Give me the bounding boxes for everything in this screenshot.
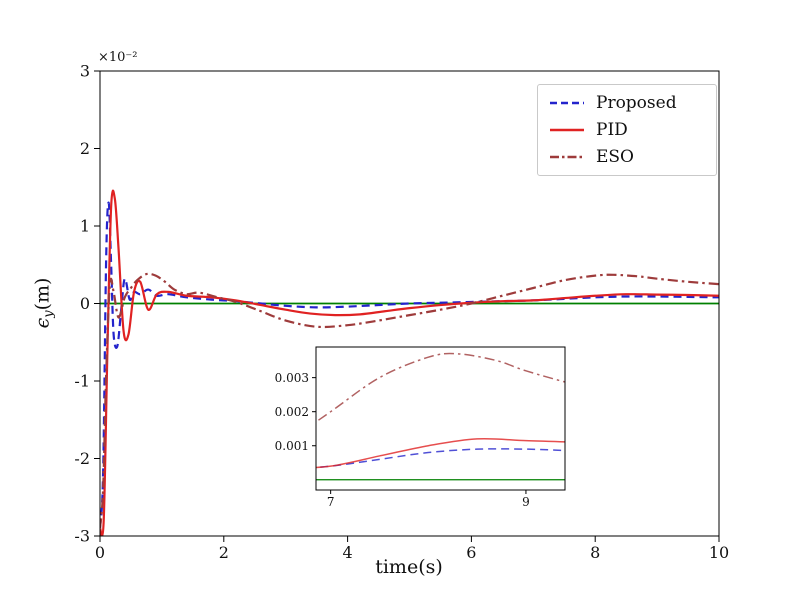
y-axis-title-unit: (m) — [31, 277, 54, 311]
y-tick-label: 2 — [80, 139, 90, 158]
legend-label-proposed: Proposed — [596, 93, 677, 113]
legend-label-eso: ESO — [596, 147, 634, 167]
y-tick-label: 0.001 — [275, 439, 309, 453]
y-tick-label: 3 — [80, 62, 90, 81]
y-tick-label: 1 — [80, 217, 90, 236]
x-axis-title: time(s) — [375, 556, 443, 578]
y-tick-label: 0 — [80, 294, 90, 313]
x-tick-label: 6 — [466, 543, 476, 562]
series-line-proposed — [100, 201, 719, 529]
y-axis-title-symbol: ϵ — [31, 317, 54, 329]
x-tick-label: 10 — [709, 543, 729, 562]
y-tick-label: -1 — [74, 372, 90, 391]
pid-line-sample-icon — [550, 128, 584, 132]
legend-entry-pid: PID — [548, 120, 706, 140]
x-tick-label: 8 — [590, 543, 600, 562]
x-tick-label: 4 — [343, 543, 353, 562]
y-axis-title-subscript: y — [41, 310, 57, 318]
series-line-eso — [316, 352, 565, 423]
legend-label-pid: PID — [596, 120, 628, 140]
legend-entry-proposed: Proposed — [548, 93, 706, 113]
y-axis-offset-label: ×10⁻² — [98, 50, 138, 65]
eso-line-sample-icon — [550, 155, 584, 159]
y-tick-label: 0.002 — [275, 405, 309, 419]
series-line-proposed — [316, 448, 565, 469]
x-tick-label: 7 — [327, 495, 335, 509]
y-tick-label: 0.003 — [275, 371, 309, 385]
axes-frame — [99, 70, 720, 537]
legend: Proposed PID ESO — [537, 84, 717, 176]
y-tick-label: -2 — [74, 449, 90, 468]
x-tick-label: 0 — [95, 543, 105, 562]
proposed-line-sample-icon — [550, 101, 584, 105]
y-axis-title: ϵy(m) — [32, 278, 57, 329]
inset-background — [316, 347, 565, 490]
legend-entry-eso: ESO — [548, 147, 706, 167]
series-line-eso — [100, 272, 719, 529]
axes-frame — [315, 346, 566, 491]
y-tick-label: -3 — [74, 527, 90, 546]
x-tick-label: 2 — [219, 543, 229, 562]
x-tick-label: 9 — [522, 495, 530, 509]
series-line-pid — [100, 189, 719, 536]
